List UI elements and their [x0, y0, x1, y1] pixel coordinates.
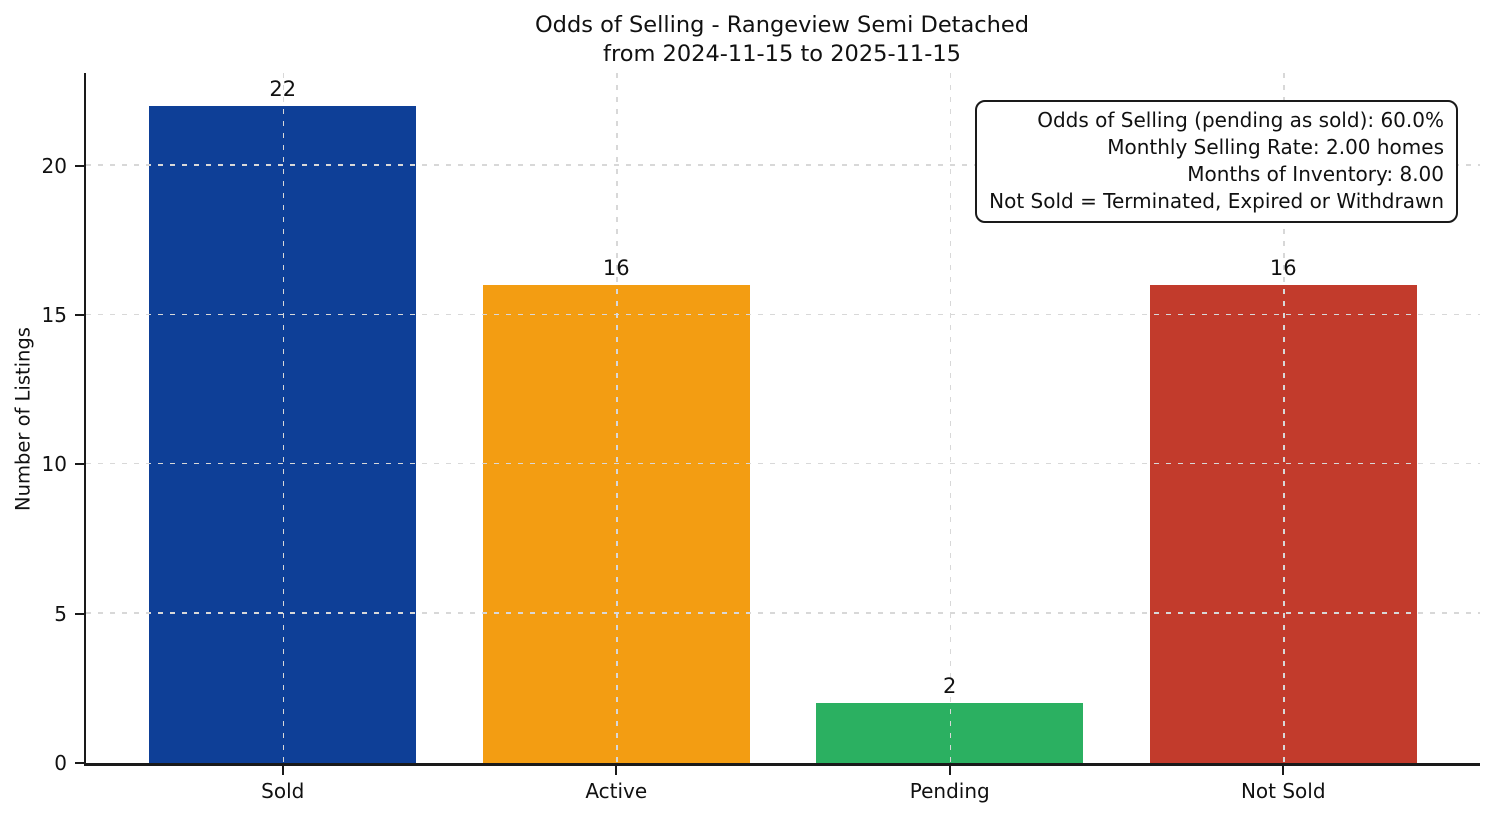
plot-area: 0 5 10 15 20 Sold 22 Active 16 Pending 2 Not Sold 16: [42, 73, 1480, 803]
grid-line-h: [86, 164, 1480, 166]
x-axis-tick: [281, 766, 284, 775]
grid-line-v: [616, 73, 618, 763]
annotation-months-of-inventory: Months of Inventory: 8.00: [1187, 162, 1444, 186]
grid-line-h: [86, 313, 1480, 315]
y-tick-label: 10: [41, 452, 67, 477]
x-tick-label-active: Active: [585, 779, 648, 803]
y-axis-tick: [75, 313, 84, 316]
bar-active: [482, 285, 750, 763]
x-tick-label-sold: Sold: [261, 779, 305, 803]
annotation-odds-of-selling: Odds of Selling (pending as sold): 60.0%: [1037, 108, 1444, 132]
bar-value-label-not-sold: 16: [1269, 256, 1297, 281]
annotation-box: Odds of Selling (pending as sold): 60.0%…: [975, 100, 1458, 223]
grid-line-h: [86, 612, 1480, 614]
y-axis-tick: [75, 612, 84, 615]
y-axis-label: Number of Listings: [11, 327, 35, 511]
bar-value-label-active: 16: [602, 256, 630, 281]
annotation-not-sold-definition: Not Sold = Terminated, Expired or Withdr…: [989, 189, 1444, 213]
y-tick-label: 0: [54, 751, 67, 775]
x-axis-tick: [615, 766, 618, 775]
grid-line-h: [86, 462, 1480, 465]
chart-title-line2: from 2024-11-15 to 2025-11-15: [603, 41, 961, 67]
bar-not-sold: [1149, 285, 1417, 763]
y-axis-tick: [75, 164, 84, 167]
x-axis-tick: [1282, 766, 1285, 775]
y-tick-label: 15: [41, 302, 67, 327]
grid-line-v: [1283, 73, 1285, 763]
y-tick-label: 20: [41, 153, 67, 178]
grid-line-v: [282, 73, 285, 763]
y-tick-label: 5: [54, 601, 67, 626]
y-axis-tick: [75, 463, 84, 466]
x-tick-label-pending: Pending: [909, 779, 990, 803]
bar-value-label-sold: 22: [269, 76, 297, 101]
chart-title-line1: Odds of Selling - Rangeview Semi Detache…: [534, 12, 1030, 38]
y-axis-tick: [75, 762, 84, 764]
bar-value-label-pending: 2: [943, 674, 957, 699]
chart-title: Odds of Selling - Rangeview Semi Detache…: [84, 11, 1480, 69]
x-axis-tick: [948, 766, 951, 775]
annotation-monthly-selling-rate: Monthly Selling Rate: 2.00 homes: [1107, 135, 1444, 159]
grid-line-v: [949, 73, 952, 763]
x-tick-label-not-sold: Not Sold: [1240, 779, 1326, 803]
